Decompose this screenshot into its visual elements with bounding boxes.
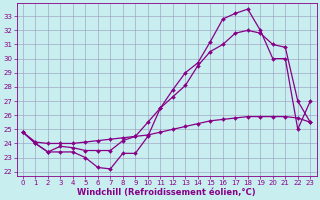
X-axis label: Windchill (Refroidissement éolien,°C): Windchill (Refroidissement éolien,°C) — [77, 188, 256, 197]
